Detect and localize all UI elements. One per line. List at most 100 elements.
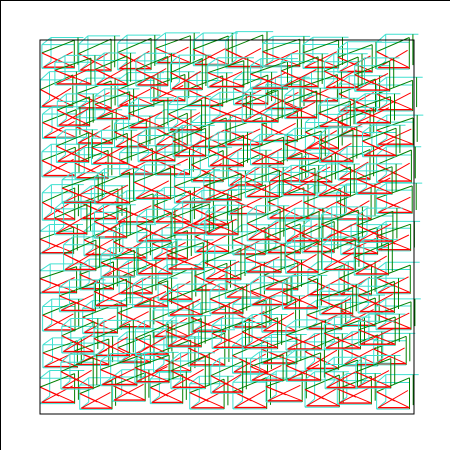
red-diagonal <box>54 69 75 79</box>
box-edge <box>241 314 253 323</box>
box-edge <box>354 57 365 67</box>
red-diagonal <box>211 332 231 342</box>
red-diagonal <box>232 354 252 366</box>
box-edge <box>63 262 74 272</box>
box-edge <box>302 60 314 69</box>
green-edge <box>357 280 395 297</box>
box-edge <box>41 60 52 69</box>
box-edge <box>41 211 52 221</box>
box-edge <box>117 355 128 364</box>
green-edge <box>301 221 335 237</box>
red-diagonal <box>171 70 202 90</box>
red-diagonal <box>358 329 379 339</box>
red-diagonal <box>233 353 266 373</box>
box-edge <box>337 396 348 405</box>
red-diagonal <box>324 70 344 82</box>
box-edge <box>340 294 351 303</box>
box-edge <box>250 58 262 67</box>
box-edge <box>354 83 365 92</box>
box-edge <box>93 275 104 284</box>
box-edge <box>155 144 166 153</box>
red-diagonal <box>284 102 303 113</box>
green-edge <box>203 173 242 187</box>
green-edge <box>61 175 99 189</box>
box-edge <box>353 239 365 249</box>
green-edge <box>324 319 361 334</box>
green-edge <box>56 132 89 147</box>
red-diagonal <box>376 391 395 402</box>
box-edge <box>80 185 92 194</box>
red-diagonal <box>303 201 325 213</box>
red-diagonal <box>94 103 115 114</box>
box-edge <box>323 316 335 326</box>
box-edge <box>83 223 94 232</box>
red-diagonal <box>128 112 149 123</box>
red-diagonal <box>155 352 190 372</box>
box-edge <box>41 143 52 153</box>
red-diagonal <box>94 220 113 231</box>
box-edge <box>250 373 260 382</box>
box-edge <box>357 277 369 287</box>
box-edge <box>376 102 388 112</box>
box-edge <box>170 81 180 91</box>
box-edge <box>316 163 327 172</box>
box-edge <box>114 140 124 149</box>
box-edge <box>282 275 293 284</box>
box-edge <box>100 270 111 278</box>
green-edge <box>247 208 281 224</box>
green-edge <box>93 323 130 340</box>
box-edge <box>209 91 221 100</box>
red-diagonal <box>136 225 157 235</box>
box-edge <box>166 339 177 348</box>
box-edge <box>232 224 243 233</box>
box-edge <box>267 210 279 220</box>
box-edge <box>94 168 105 178</box>
box-edge <box>132 277 143 286</box>
green-edge <box>319 286 353 300</box>
green-edge <box>242 317 278 333</box>
box-edge <box>250 157 261 166</box>
red-diagonal <box>209 147 243 166</box>
green-edge <box>63 239 97 255</box>
box-edge <box>112 393 123 402</box>
box-edge <box>285 207 296 217</box>
red-diagonal <box>261 348 282 358</box>
box-edge <box>93 320 105 330</box>
red-diagonal <box>213 331 245 348</box>
box-edge <box>42 360 53 369</box>
box-edge <box>356 163 367 172</box>
green-edge <box>57 96 90 111</box>
red-diagonal <box>232 239 251 249</box>
red-diagonal <box>94 185 115 197</box>
red-diagonal <box>94 68 113 79</box>
green-edge <box>61 321 95 337</box>
red-diagonal <box>175 184 209 203</box>
red-diagonal <box>376 129 397 139</box>
box-edge <box>94 204 104 213</box>
green-edge <box>355 96 391 110</box>
red-diagonal <box>304 389 325 400</box>
red-diagonal <box>113 383 144 401</box>
box-edge <box>232 373 243 383</box>
box-edge <box>94 77 105 86</box>
red-diagonal <box>205 184 240 201</box>
green-edge <box>285 210 320 226</box>
red-diagonal <box>228 167 248 179</box>
box-edge <box>246 232 257 242</box>
red-diagonal <box>61 187 83 197</box>
green-edge <box>136 242 173 258</box>
red-diagonal <box>285 255 304 266</box>
red-diagonal <box>172 368 204 388</box>
green-edge <box>306 302 342 316</box>
green-edge <box>250 136 284 151</box>
red-diagonal <box>353 256 374 268</box>
red-diagonal <box>81 391 111 409</box>
red-diagonal <box>323 252 354 270</box>
red-diagonal <box>41 52 60 62</box>
green-edge <box>134 354 170 369</box>
red-diagonal <box>117 312 136 322</box>
red-diagonal <box>248 221 279 240</box>
green-edge <box>193 35 229 50</box>
box-edge <box>261 334 272 342</box>
red-diagonal <box>137 68 167 86</box>
